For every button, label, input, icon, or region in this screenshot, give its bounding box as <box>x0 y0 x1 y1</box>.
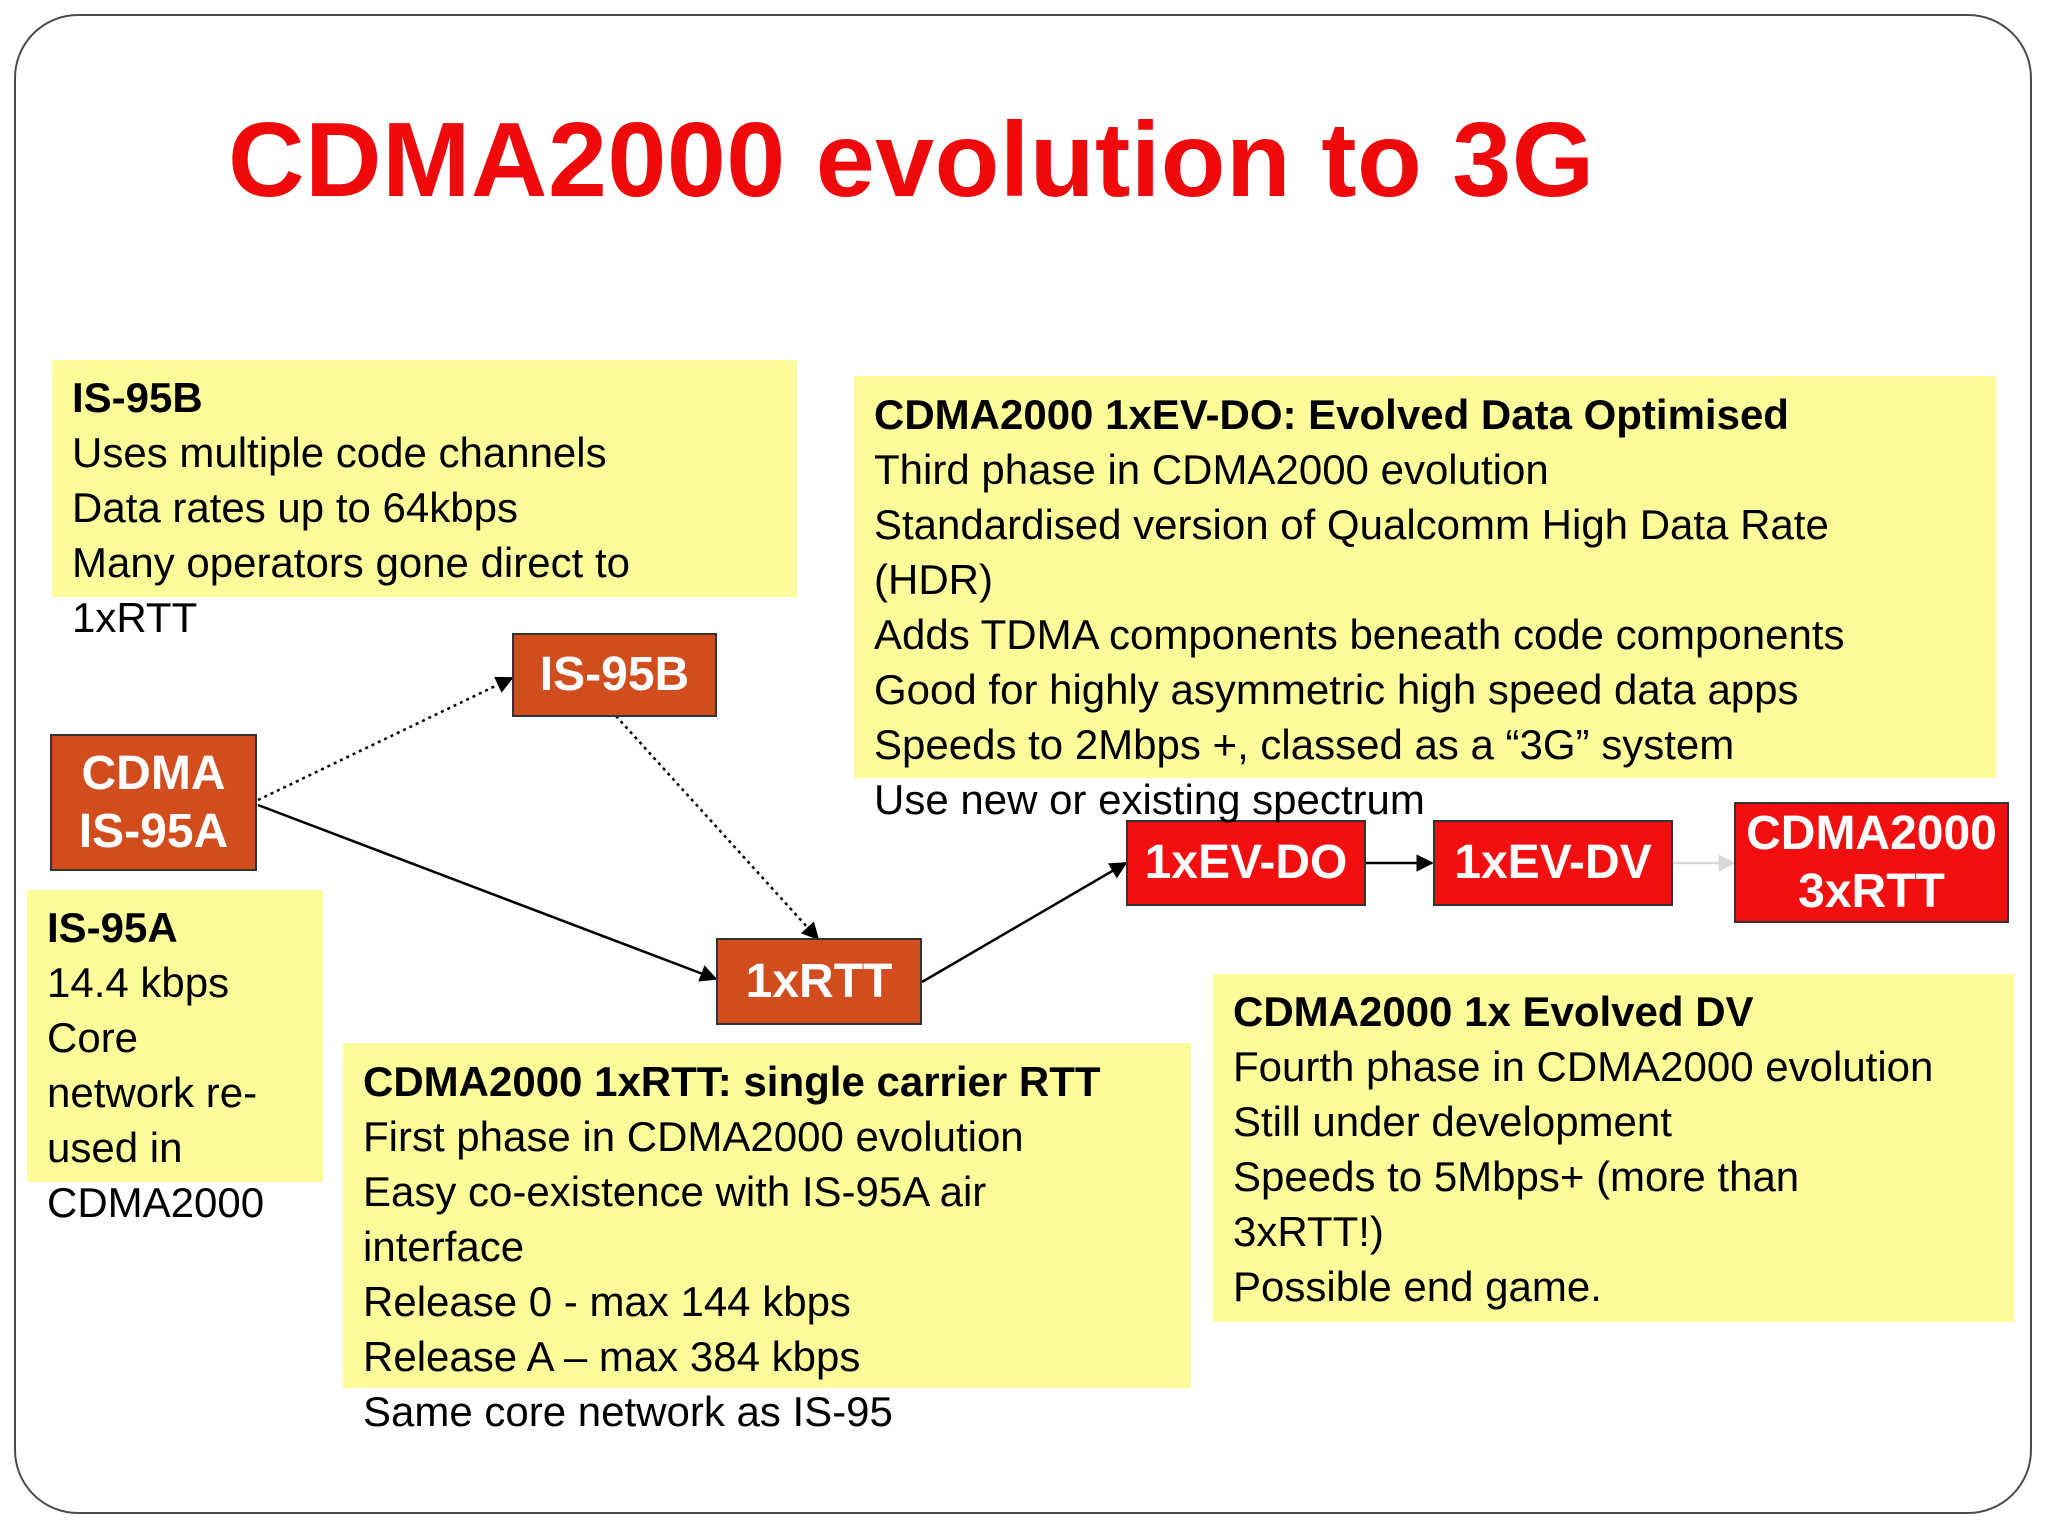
note-is95a-line: CDMA2000 <box>47 1179 265 1226</box>
note-rtt1x-line: Same core network as IS-95 <box>363 1388 893 1435</box>
note-rtt1x-heading: CDMA2000 1xRTT: single carrier RTT <box>363 1058 1101 1105</box>
node-is95b: IS-95B <box>512 633 717 717</box>
node-cdma2000-3xrtt: CDMA2000 3xRTT <box>1734 802 2009 923</box>
note-evdv-box <box>1213 974 2014 1322</box>
note-evdo-line: Speeds to 2Mbps +, classed as a “3G” sys… <box>874 721 1735 768</box>
note-rtt1x-line: Release 0 - max 144 kbps <box>363 1278 851 1325</box>
note-evdo-line: Adds TDMA components beneath code compon… <box>874 611 1845 658</box>
note-rtt1x: CDMA2000 1xRTT: single carrier RTT First… <box>363 1054 1101 1439</box>
node-1xev-dv-label: 1xEV-DV <box>1454 836 1652 889</box>
note-evdv-line: Possible end game. <box>1233 1263 1602 1310</box>
note-evdv-line: Still under development <box>1233 1098 1672 1145</box>
note-is95b: IS-95B Uses multiple code channels Data … <box>72 370 630 645</box>
node-3xrtt-line2: 3xRTT <box>1798 864 1945 918</box>
note-evdv-line: Speeds to 5Mbps+ (more than <box>1233 1153 1800 1200</box>
note-is95a: IS-95A 14.4 kbps Core network re- used i… <box>47 900 264 1230</box>
node-3xrtt-line1: CDMA2000 <box>1746 806 1997 860</box>
note-rtt1x-line: First phase in CDMA2000 evolution <box>363 1113 1024 1160</box>
node-cdma-is95a: CDMA IS-95A <box>50 734 257 871</box>
note-evdo-line: Standardised version of Qualcomm High Da… <box>874 501 1829 548</box>
note-rtt1x-box <box>343 1043 1191 1388</box>
note-evdo-heading: CDMA2000 1xEV-DO: Evolved Data Optimised <box>874 391 1789 438</box>
note-evdv-line: Fourth phase in CDMA2000 evolution <box>1233 1043 1934 1090</box>
arrow-cdma-to-is95b <box>257 676 514 802</box>
note-is95a-line: Core <box>47 1014 139 1061</box>
node-is95b-label: IS-95B <box>539 648 690 701</box>
node-1xev-dv: 1xEV-DV <box>1433 820 1673 906</box>
note-evdv-heading: CDMA2000 1x Evolved DV <box>1233 988 1754 1035</box>
note-evdo-box <box>854 376 1996 778</box>
node-1xev-do-label: 1xEV-DO <box>1144 836 1348 889</box>
note-is95b-line: Uses multiple code channels <box>72 429 607 476</box>
note-is95a-line: used in <box>47 1124 183 1171</box>
note-is95a-line: 14.4 kbps <box>47 959 230 1006</box>
node-1xrtt-label: 1xRTT <box>745 954 893 1008</box>
note-rtt1x-line: Release A – max 384 kbps <box>363 1333 861 1380</box>
note-evdo-line: (HDR) <box>874 556 993 603</box>
note-is95b-heading: IS-95B <box>72 374 203 421</box>
arrow-is95b-to-1xrtt <box>615 715 820 941</box>
node-1xev-do: 1xEV-DO <box>1126 820 1366 906</box>
note-evdo-line: Third phase in CDMA2000 evolution <box>874 446 1549 493</box>
note-is95b-line: 1xRTT <box>72 594 198 641</box>
arrow-1xrtt-to-evdo <box>921 861 1128 984</box>
node-cdma-is95a-line2: IS-95A <box>78 804 229 858</box>
note-rtt1x-line: interface <box>363 1223 525 1270</box>
note-evdo: CDMA2000 1xEV-DO: Evolved Data Optimised… <box>874 387 1845 827</box>
note-evdo-line: Use new or existing spectrum <box>874 776 1425 823</box>
note-evdv: CDMA2000 1x Evolved DV Fourth phase in C… <box>1233 984 1933 1314</box>
note-is95a-heading: IS-95A <box>47 904 178 951</box>
node-1xrtt: 1xRTT <box>716 938 922 1025</box>
note-rtt1x-line: Easy co-existence with IS-95A air <box>363 1168 987 1215</box>
arrow-cdma-to-1xrtt <box>257 803 718 982</box>
note-is95a-box <box>27 890 323 1182</box>
slide-title: CDMA2000 evolution to 3G <box>228 101 1595 219</box>
note-is95b-line: Many operators gone direct to <box>72 539 630 586</box>
note-evdo-line: Good for highly asymmetric high speed da… <box>874 666 1799 713</box>
note-is95a-line: network re- <box>47 1069 258 1116</box>
note-evdv-line: 3xRTT!) <box>1233 1208 1384 1255</box>
node-cdma-is95a-line1: CDMA <box>81 746 226 800</box>
note-is95b-box <box>52 360 797 597</box>
note-is95b-line: Data rates up to 64kbps <box>72 484 518 531</box>
